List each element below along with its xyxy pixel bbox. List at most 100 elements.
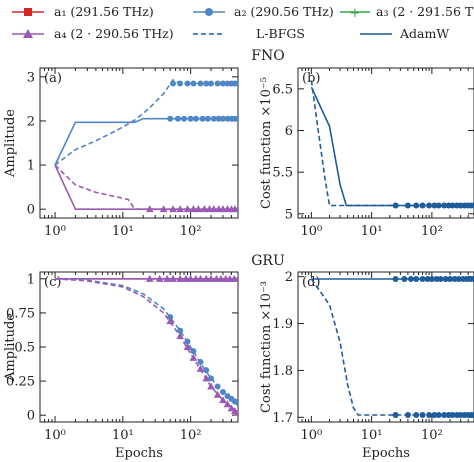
series-marker-cost xyxy=(404,411,411,418)
x-tick-label: 10¹ xyxy=(361,224,383,239)
y-tick-label: 2 xyxy=(27,114,35,129)
x-axis-label: Epochs xyxy=(115,446,163,461)
legend: a₁ (291.56 THz) a₂ (290.56 THz) + a₃ (2 … xyxy=(12,4,474,41)
legend-item-adamw: AdamW xyxy=(360,26,449,41)
series-marker-cost xyxy=(419,202,426,209)
y-tick-label: 1.7 xyxy=(272,411,293,426)
series-marker-a2 xyxy=(210,115,217,122)
series-line-cost-dashed xyxy=(310,80,474,207)
panel-c: 10⁰ 10¹ 10² 0 0.25 0.5 0.75 1 Amplitude Epochs (c) xyxy=(3,271,239,461)
y-axis-label: Amplitude xyxy=(3,313,18,382)
series-line-cost-solid xyxy=(310,86,474,207)
legend-label-a2: a₂ (290.56 THz) xyxy=(234,4,334,19)
series-marker-a4 xyxy=(183,343,192,350)
series-marker-cost xyxy=(431,411,438,418)
series-marker-a2 xyxy=(208,375,215,382)
y-tick-label: 2 xyxy=(285,270,293,285)
series-marker-a4 xyxy=(186,274,195,282)
legend-label-a3: a₃ (2 · 291.56 THz xyxy=(376,4,474,19)
series-marker-a2 xyxy=(235,80,238,87)
series-marker-cost xyxy=(424,276,431,283)
series-marker-a2 xyxy=(184,80,191,87)
x-tick-label: 10¹ xyxy=(112,428,134,443)
legend-item-a4: a₄ (2 · 290.56 THz) xyxy=(12,26,174,41)
series-marker-a2 xyxy=(184,338,191,345)
series-line-a4-dashed xyxy=(54,164,238,210)
series-marker-cost xyxy=(426,411,433,418)
svg-text:+: + xyxy=(350,6,361,21)
series-marker-cost xyxy=(455,276,462,283)
series-marker-a4 xyxy=(234,408,238,416)
series-marker-a4 xyxy=(200,205,209,213)
y-axis-label: Amplitude xyxy=(3,109,18,178)
y-tick-label: 6 xyxy=(285,124,293,139)
series-marker-a4 xyxy=(163,274,171,282)
legend-item-a3: + a₃ (2 · 291.56 THz xyxy=(340,4,474,21)
series-marker-a2 xyxy=(203,80,210,87)
series-line-cost-dashed xyxy=(310,278,474,416)
y-tick-label: 5.5 xyxy=(272,166,293,181)
series-marker-cost xyxy=(435,411,442,418)
series-marker-a2 xyxy=(235,115,238,122)
series-marker-a4 xyxy=(196,274,205,282)
y-tick-label: 0 xyxy=(27,409,35,424)
series-marker-a4 xyxy=(159,205,168,213)
series-marker-a4 xyxy=(207,274,215,282)
series-marker-a2 xyxy=(187,115,194,122)
series-marker-a4 xyxy=(210,205,218,213)
series-marker-a2 xyxy=(214,383,221,390)
series-marker-a4 xyxy=(217,274,225,282)
panel-a: 10⁰ 10¹ 10² 0 1 2 3 Amplitude (a) xyxy=(3,67,239,239)
legend-label-adamw: AdamW xyxy=(399,26,449,41)
panel-label: (b) xyxy=(302,71,320,86)
x-tick-label: 10¹ xyxy=(361,428,383,443)
series-marker-cost xyxy=(431,202,438,209)
y-tick-label: 3 xyxy=(27,70,35,85)
series-group xyxy=(310,80,474,209)
series-marker-a2 xyxy=(219,115,226,122)
series-marker-cost xyxy=(437,276,444,283)
series-marker-a4 xyxy=(213,390,222,398)
legend-label-lbfgs: L-BFGS xyxy=(256,26,305,41)
plot-frame xyxy=(297,67,474,219)
series-marker-a4 xyxy=(166,317,175,325)
series-marker-cost xyxy=(407,276,414,283)
series-marker-a2 xyxy=(167,115,174,122)
series-marker-cost xyxy=(435,202,442,209)
series-marker-a4 xyxy=(227,404,236,412)
series-marker-a4 xyxy=(207,382,215,390)
x-tick-label: 10² xyxy=(421,224,443,239)
legend-item-a2: a₂ (290.56 THz) xyxy=(193,4,334,19)
series-marker-a4 xyxy=(223,400,232,408)
series-marker-a4 xyxy=(202,374,211,382)
series-line-a4-dashed xyxy=(54,278,238,414)
y-tick-label: 1.9 xyxy=(272,317,293,332)
x-tick-label: 10² xyxy=(180,224,202,239)
series-marker-a2 xyxy=(197,80,204,87)
series-marker-a4 xyxy=(176,332,184,340)
y-axis-label: Cost function ×10⁻³ xyxy=(259,281,274,413)
y-axis-label: Cost function ×10⁻⁵ xyxy=(259,77,274,209)
series-marker-cost xyxy=(401,276,408,283)
series-marker-a4 xyxy=(182,274,190,282)
x-tick-label: 10¹ xyxy=(112,224,134,239)
x-tick-label: 10⁰ xyxy=(44,428,66,443)
y-tick-label: 1.8 xyxy=(272,364,293,379)
series-marker-a2 xyxy=(219,80,226,87)
series-marker-a4 xyxy=(169,205,177,213)
series-marker-cost xyxy=(428,276,435,283)
series-marker-a2 xyxy=(219,389,226,395)
series-marker-a4 xyxy=(176,274,184,282)
series-marker-a2 xyxy=(199,115,206,122)
series-marker-a2 xyxy=(235,399,238,406)
plot-frame xyxy=(297,271,474,423)
series-marker-a4 xyxy=(176,205,184,213)
x-tick-label: 10² xyxy=(180,428,202,443)
series-marker-a2 xyxy=(174,115,181,122)
series-marker-a4 xyxy=(146,274,154,282)
series-marker-a2 xyxy=(197,359,204,365)
x-tick-label: 10² xyxy=(421,428,443,443)
x-tick-label: 10⁰ xyxy=(300,224,322,239)
y-tick-label: 0.25 xyxy=(6,375,35,390)
